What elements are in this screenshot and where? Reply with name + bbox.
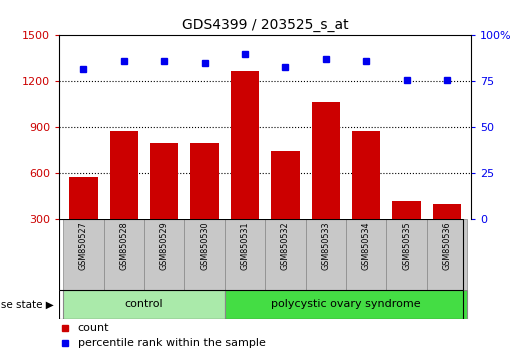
Text: GSM850527: GSM850527 <box>79 222 88 270</box>
Text: count: count <box>78 322 109 332</box>
Text: percentile rank within the sample: percentile rank within the sample <box>78 338 266 348</box>
Bar <box>386 219 427 290</box>
Bar <box>225 290 467 319</box>
Text: GSM850529: GSM850529 <box>160 222 169 270</box>
Text: GSM850530: GSM850530 <box>200 222 209 270</box>
Bar <box>150 143 178 219</box>
Text: GSM850531: GSM850531 <box>241 222 250 270</box>
Bar <box>63 290 225 319</box>
Bar <box>312 102 340 219</box>
Bar <box>63 219 104 290</box>
Bar <box>346 219 386 290</box>
Bar <box>191 143 219 219</box>
Bar <box>305 219 346 290</box>
Text: polycystic ovary syndrome: polycystic ovary syndrome <box>271 299 421 309</box>
Text: GSM850532: GSM850532 <box>281 222 290 270</box>
Bar <box>225 219 265 290</box>
Bar <box>110 131 138 219</box>
Bar <box>427 219 467 290</box>
Bar <box>70 177 98 219</box>
Text: GSM850535: GSM850535 <box>402 222 411 270</box>
Text: disease state ▶: disease state ▶ <box>0 299 54 309</box>
Bar <box>352 131 381 219</box>
Text: GSM850534: GSM850534 <box>362 222 371 270</box>
Bar <box>433 204 461 219</box>
Bar <box>104 219 144 290</box>
Text: GSM850536: GSM850536 <box>442 222 452 270</box>
Bar <box>392 201 421 219</box>
Title: GDS4399 / 203525_s_at: GDS4399 / 203525_s_at <box>182 18 349 32</box>
Text: GSM850528: GSM850528 <box>119 222 128 270</box>
Bar <box>231 72 259 219</box>
Text: control: control <box>125 299 163 309</box>
Bar <box>184 219 225 290</box>
Bar <box>144 219 184 290</box>
Bar <box>265 219 305 290</box>
Bar <box>271 151 300 219</box>
Text: GSM850533: GSM850533 <box>321 222 330 270</box>
